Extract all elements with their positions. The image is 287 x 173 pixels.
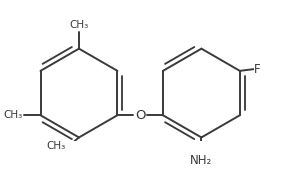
Text: O: O bbox=[135, 109, 146, 122]
Text: CH₃: CH₃ bbox=[3, 110, 22, 120]
Text: CH₃: CH₃ bbox=[46, 141, 66, 151]
Text: NH₂: NH₂ bbox=[190, 154, 213, 167]
Text: F: F bbox=[254, 63, 261, 76]
Text: CH₃: CH₃ bbox=[69, 20, 89, 30]
